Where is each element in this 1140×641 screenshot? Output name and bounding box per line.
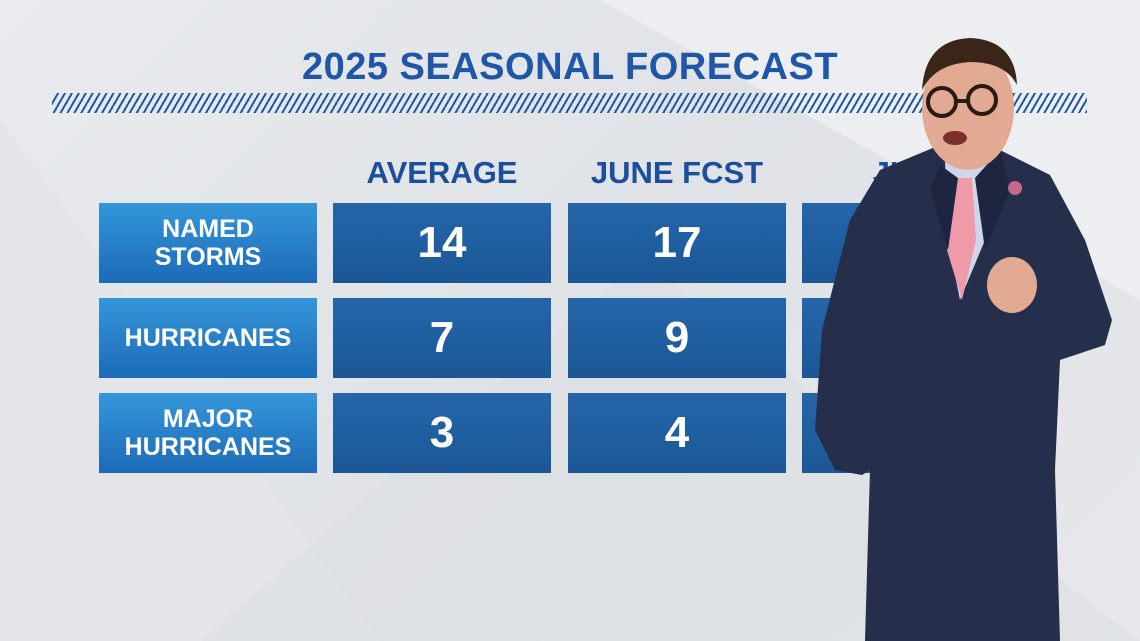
- row-label: HURRICANES: [99, 298, 317, 378]
- value-cell: 9: [568, 298, 786, 378]
- column-header: JUNE FCST: [590, 155, 764, 190]
- title: 2025 SEASONAL FORECAST: [301, 46, 839, 88]
- value-cell: 17: [568, 203, 786, 283]
- hatched-divider: [52, 93, 1087, 113]
- row-label: NAMED STORMS: [99, 203, 317, 283]
- row-label: MAJOR HURRICANES: [99, 393, 317, 473]
- column-header: AVERAGE: [366, 155, 518, 190]
- value-cell: 14: [333, 203, 551, 283]
- value-cell: 7: [333, 298, 551, 378]
- value-cell: 4: [568, 393, 786, 473]
- value-cell: 3: [333, 393, 551, 473]
